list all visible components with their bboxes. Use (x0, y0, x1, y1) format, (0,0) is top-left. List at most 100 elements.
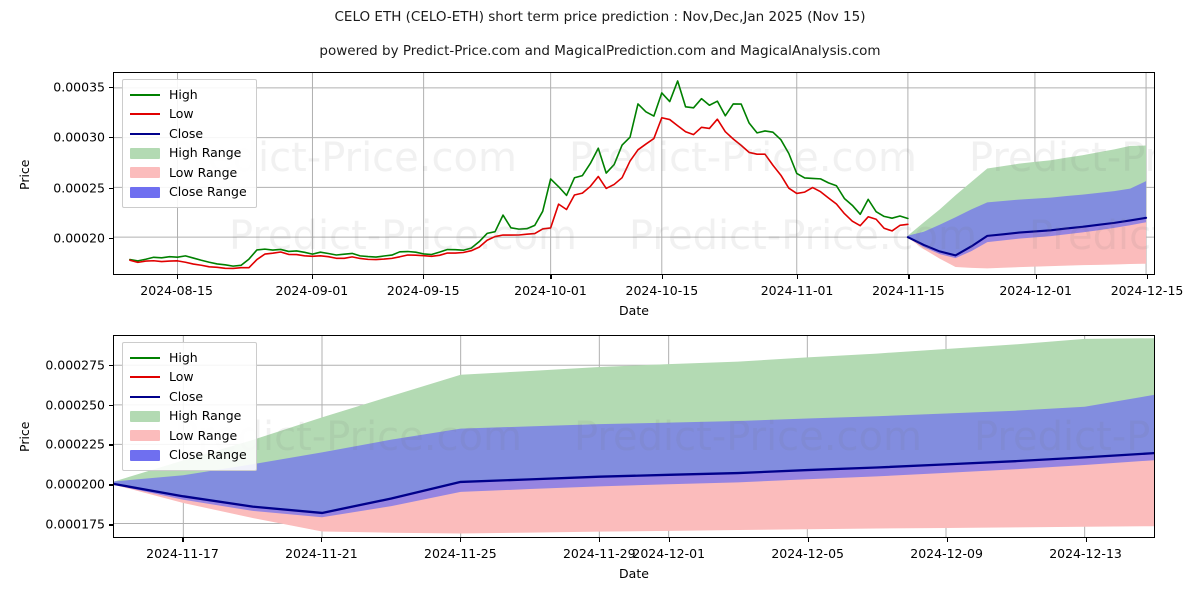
y-tick-mark (109, 237, 113, 239)
close-range-band (114, 394, 1154, 518)
x-tick-label: 2024-11-17 (146, 546, 219, 561)
legend-swatch-patch-icon (130, 186, 160, 198)
legend-item-label: Low (169, 106, 194, 121)
x-tick-mark (311, 275, 313, 279)
x-tick-label: 2024-11-25 (424, 546, 497, 561)
page-title: CELO ETH (CELO-ETH) short term price pre… (334, 9, 866, 25)
legend-item-label: Low (169, 369, 194, 384)
x-tick-mark (599, 538, 601, 542)
y-tick-mark (109, 137, 113, 139)
legend-item-label: High (169, 86, 198, 102)
legend-item-close-range[interactable]: Close Range (130, 183, 247, 203)
legend-swatch-patch-icon (130, 147, 160, 159)
legend-detail: High Low Close High Range Low Range Close Ran… (122, 342, 257, 471)
x-tick-mark (460, 538, 462, 542)
x-tick-label: 2024-08-15 (140, 283, 213, 298)
x-tick-mark (797, 275, 799, 279)
y-tick-mark (109, 87, 113, 89)
legend-item-label: Low Range (169, 427, 238, 443)
legend-item-close[interactable]: Close (130, 387, 247, 407)
y-tick-mark (109, 484, 113, 486)
x-tick-mark (668, 538, 670, 542)
x-tick-label: 2024-12-05 (771, 546, 844, 561)
legend-item-high-range[interactable]: High Range (130, 407, 247, 427)
legend-item-label: High Range (169, 408, 242, 423)
legend-item-label: Close (169, 388, 204, 404)
y-tick-mark (109, 444, 113, 446)
x-tick-label: 2024-10-15 (625, 283, 699, 298)
legend-overview: High Low Close High Range Low Range Close Ran… (122, 79, 257, 208)
y-tick-label: 0.000250 (45, 397, 105, 413)
y-tick-label: 0.000175 (45, 516, 105, 532)
close-range-band (907, 181, 1147, 259)
legend-item-label: High (169, 349, 198, 365)
x-tick-mark (550, 275, 552, 279)
x-tick-mark (661, 275, 663, 279)
x-tick-mark (423, 275, 425, 279)
x-tick-mark (807, 538, 809, 542)
x-tick-label: 2024-12-01 (632, 546, 706, 561)
y-tick-label: 0.000225 (45, 436, 105, 452)
x-tick-mark (946, 538, 948, 542)
forecast-detail-plot-svg (114, 336, 1154, 537)
legend-item-label: High Range (169, 145, 242, 160)
legend-item-low-range[interactable]: Low Range (130, 163, 247, 183)
overview-plot-area: High Low Close High Range Low Range Close Ran… (113, 72, 1155, 275)
x-tick-label: 2024-12-01 (999, 283, 1072, 298)
y-tick-mark (109, 364, 113, 366)
legend-item-close[interactable]: Close (130, 124, 247, 144)
y-tick-mark (109, 187, 113, 189)
x-tick-label: 2024-12-09 (910, 546, 983, 561)
close-series-line (908, 218, 1146, 256)
close-series-line (114, 453, 1154, 513)
legend-item-high[interactable]: High (130, 348, 247, 368)
x-tick-label: 2024-11-21 (285, 546, 358, 561)
x-tick-label: 2024-09-01 (275, 283, 349, 298)
legend-swatch-line-icon (130, 108, 160, 120)
x-tick-mark (1147, 275, 1149, 279)
high-series-line (130, 81, 908, 266)
legend-item-label: Low Range (169, 164, 238, 180)
legend-item-close-range[interactable]: Close Range (130, 446, 247, 466)
x-tick-label: 2024-09-15 (386, 283, 460, 298)
legend-swatch-line-icon (130, 371, 160, 383)
legend-item-high[interactable]: High (130, 85, 247, 105)
legend-item-label: Close Range (169, 447, 247, 462)
y-tick-mark (109, 404, 113, 406)
y-tick-label: 0.00025 (53, 180, 105, 196)
x-tick-label: 2024-12-13 (1049, 546, 1122, 561)
legend-swatch-line-icon (130, 89, 160, 101)
legend-item-label: Close Range (169, 184, 247, 199)
legend-item-low[interactable]: Low (130, 105, 247, 125)
legend-swatch-line-icon (130, 391, 160, 403)
x-tick-mark (321, 538, 323, 542)
forecast-detail-plot-area: High Low Close High Range Low Range Close Ran… (113, 335, 1155, 538)
x-tick-label: 2024-10-01 (514, 283, 587, 298)
chart-subtitle: powered by Predict-Price.com and Magical… (319, 43, 881, 59)
legend-item-low[interactable]: Low (130, 368, 247, 388)
y-tick-label: 0.00030 (53, 129, 105, 145)
legend-swatch-patch-icon (130, 449, 160, 461)
x-tick-mark (176, 275, 178, 279)
x-axis-label-overview: Date (619, 303, 649, 318)
x-tick-label: 2024-12-15 (1110, 283, 1184, 298)
x-tick-mark (1035, 275, 1037, 279)
legend-item-low-range[interactable]: Low Range (130, 426, 247, 446)
legend-swatch-line-icon (130, 128, 160, 140)
x-tick-label: 2024-11-29 (562, 546, 636, 561)
y-tick-label: 0.00020 (53, 230, 105, 246)
x-tick-mark (1085, 538, 1087, 542)
x-tick-mark (908, 275, 910, 279)
legend-swatch-patch-icon (130, 430, 160, 442)
legend-item-high-range[interactable]: High Range (130, 144, 247, 164)
x-tick-mark (182, 538, 184, 542)
legend-item-label: Close (169, 125, 204, 141)
y-tick-label: 0.00035 (53, 79, 105, 95)
overview-plot-svg (114, 73, 1154, 274)
y-tick-label: 0.000200 (45, 476, 105, 492)
y-tick-mark (109, 524, 113, 526)
x-axis-label-detail: Date (619, 566, 649, 581)
legend-swatch-line-icon (130, 352, 160, 364)
y-tick-label: 0.000275 (45, 357, 105, 373)
